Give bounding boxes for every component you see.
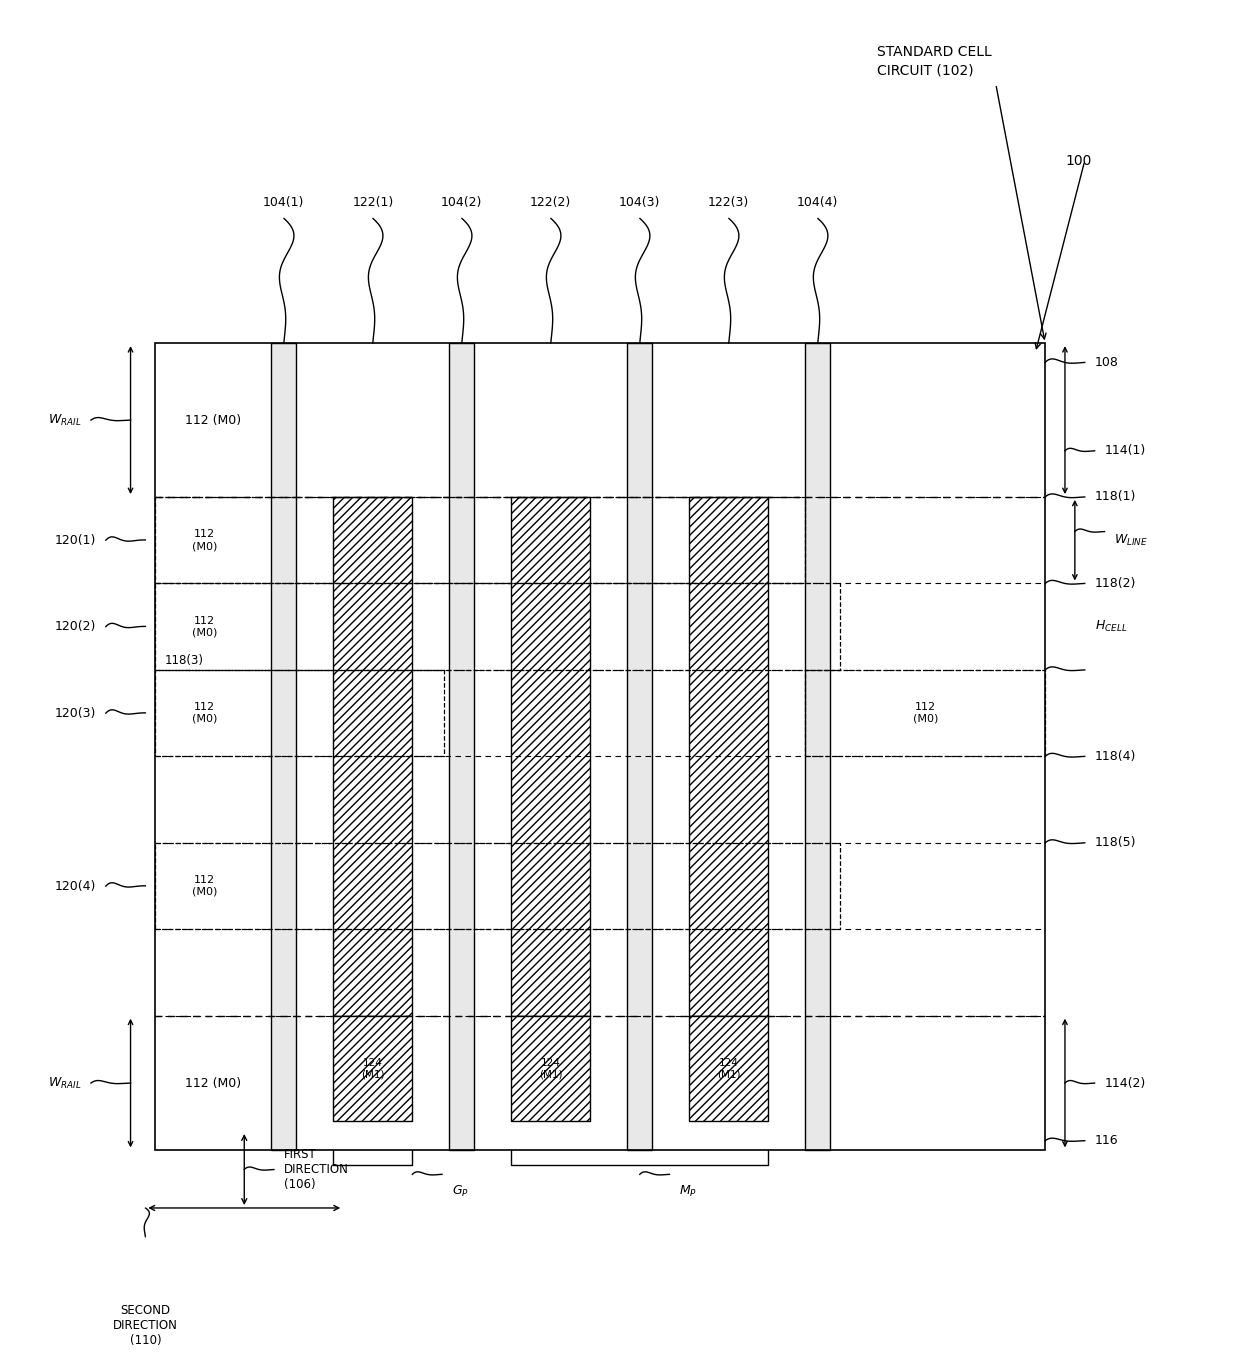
Bar [689,1016,769,1121]
Bar [334,497,413,1016]
Bar [155,343,1045,1151]
Text: 104(2): 104(2) [441,196,482,209]
Text: 104(3): 104(3) [619,196,661,209]
Text: STANDARD CELL
CIRCUIT (102): STANDARD CELL CIRCUIT (102) [877,46,992,77]
Text: 112
(M0): 112 (M0) [192,616,217,638]
Text: $M_P$: $M_P$ [680,1183,697,1200]
Text: SECOND
DIRECTION
(110): SECOND DIRECTION (110) [113,1304,177,1347]
Bar [272,343,296,1151]
Text: 122(2): 122(2) [531,196,572,209]
Bar [511,1016,590,1121]
Bar [689,497,769,1016]
Text: 120(2): 120(2) [55,620,95,634]
Bar [155,584,839,670]
Text: 118(2): 118(2) [1095,577,1136,590]
Text: H$_{CELL}$: H$_{CELL}$ [1095,619,1127,634]
Bar [806,343,830,1151]
Text: W$_{RAIL}$: W$_{RAIL}$ [47,1075,81,1090]
Text: W$_{LINE}$: W$_{LINE}$ [1115,532,1148,548]
Text: 122(3): 122(3) [708,196,749,209]
Text: 124
(M1): 124 (M1) [361,1057,384,1079]
Text: 112
(M0): 112 (M0) [192,529,217,551]
Text: 104(1): 104(1) [263,196,305,209]
Text: 118(3): 118(3) [165,654,205,668]
Text: 118(1): 118(1) [1095,490,1136,504]
Text: 104(4): 104(4) [797,196,838,209]
Bar [511,497,590,1016]
Bar [449,343,474,1151]
Text: 108: 108 [1095,356,1118,368]
Text: 124
(M1): 124 (M1) [717,1057,740,1079]
Text: 112
(M0): 112 (M0) [192,875,217,896]
Bar [806,670,1045,757]
Text: 120(3): 120(3) [55,707,95,719]
Bar [155,670,444,757]
Text: FIRST
DIRECTION
(106): FIRST DIRECTION (106) [284,1148,348,1192]
Text: 124
(M1): 124 (M1) [539,1057,563,1079]
Text: W$_{RAIL}$: W$_{RAIL}$ [47,413,81,428]
Text: 122(1): 122(1) [352,196,393,209]
Bar [155,497,806,584]
Text: 120(1): 120(1) [55,533,95,547]
Text: 118(5): 118(5) [1095,837,1136,849]
Text: 112
(M0): 112 (M0) [913,703,937,724]
Text: 118(4): 118(4) [1095,750,1136,762]
Bar [155,842,839,929]
Text: 112 (M0): 112 (M0) [185,413,241,427]
Text: 120(4): 120(4) [55,880,95,892]
Text: 100: 100 [1065,153,1091,168]
Text: 112 (M0): 112 (M0) [185,1076,241,1090]
Text: $G_P$: $G_P$ [451,1183,469,1200]
Bar [334,1016,413,1121]
Text: 112
(M0): 112 (M0) [192,703,217,724]
Text: 114(2): 114(2) [1105,1076,1146,1090]
Text: 116: 116 [1095,1135,1118,1147]
Text: 114(1): 114(1) [1105,444,1146,458]
Bar [627,343,652,1151]
